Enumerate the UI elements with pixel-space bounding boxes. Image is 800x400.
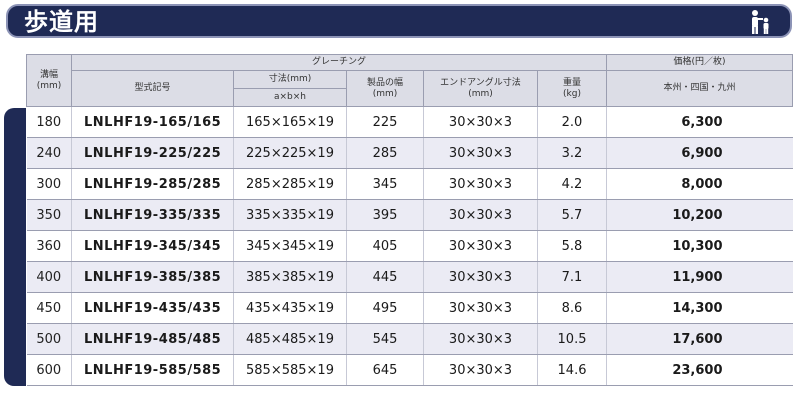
cell-product-width: 345 (346, 168, 424, 200)
cell-width: 240 (26, 137, 72, 169)
cell-weight: 10.5 (536, 323, 607, 355)
cell-weight: 14.6 (536, 354, 607, 386)
price-table: 溝幅 (mm) グレーチング 価格(円／枚) 型式記号 寸法(mm) 製品の幅 … (26, 54, 794, 386)
cell-width: 450 (26, 292, 72, 324)
pedestrian-icon (752, 10, 769, 34)
side-accent-bar (4, 108, 26, 386)
table-row: 600 LNLHF19-585/585 585×585×19 645 30×30×3 14… (26, 354, 793, 386)
table-row: 360 LNLHF19-345/345 345×345×19 405 30×30×3 5.… (26, 230, 793, 262)
cell-price: 10,300 (606, 230, 793, 262)
cell-dimension: 165×165×19 (233, 106, 347, 138)
cell-end-angle: 30×30×3 (423, 106, 538, 138)
cell-model: LNLHF19-485/485 (71, 323, 234, 355)
cell-model: LNLHF19-385/385 (71, 261, 234, 293)
cell-weight: 2.0 (536, 106, 607, 138)
cell-dimension: 385×385×19 (233, 261, 347, 293)
cell-model: LNLHF19-225/225 (71, 137, 234, 169)
cell-price: 8,000 (606, 168, 793, 200)
header-dimension-sub: a×b×h (233, 88, 347, 107)
cell-model: LNLHF19-435/435 (71, 292, 234, 324)
cell-weight: 5.7 (536, 199, 607, 231)
cell-end-angle: 30×30×3 (423, 230, 538, 262)
header-width: 溝幅 (mm) (26, 54, 72, 107)
header-price: 価格(円／枚) (606, 54, 794, 71)
cell-model: LNLHF19-165/165 (71, 106, 234, 138)
cell-model: LNLHF19-585/585 (71, 354, 234, 386)
header-product-width: 製品の幅 (mm) (346, 70, 424, 107)
cell-product-width: 545 (346, 323, 424, 355)
cell-price: 17,600 (606, 323, 793, 355)
header-region: 本州・四国・九州 (606, 70, 794, 107)
table-row: 350 LNLHF19-335/335 335×335×19 395 30×30×3 5.… (26, 199, 793, 231)
cell-end-angle: 30×30×3 (423, 354, 538, 386)
cell-weight: 5.8 (536, 230, 607, 262)
table-row: 180 LNLHF19-165/165 165×165×19 225 30×30×3 2.… (26, 106, 793, 138)
cell-width: 400 (26, 261, 72, 293)
cell-price: 6,300 (606, 106, 793, 138)
cell-end-angle: 30×30×3 (423, 168, 538, 200)
cell-dimension: 435×435×19 (233, 292, 347, 324)
cell-width: 600 (26, 354, 72, 386)
cell-width: 180 (26, 106, 72, 138)
cell-model: LNLHF19-345/345 (71, 230, 234, 262)
cell-end-angle: 30×30×3 (423, 261, 538, 293)
cell-dimension: 225×225×19 (233, 137, 347, 169)
table-row: 300 LNLHF19-285/285 285×285×19 345 30×30×3 4.… (26, 168, 793, 200)
cell-product-width: 445 (346, 261, 424, 293)
cell-product-width: 405 (346, 230, 424, 262)
cell-weight: 3.2 (536, 137, 607, 169)
cell-price: 23,600 (606, 354, 793, 386)
header-model: 型式記号 (71, 70, 234, 107)
section-title: 歩道用 (24, 8, 99, 36)
cell-end-angle: 30×30×3 (423, 137, 538, 169)
cell-width: 500 (26, 323, 72, 355)
header-weight: 重量 (kg) (536, 70, 608, 107)
cell-price: 10,200 (606, 199, 793, 231)
table-row: 400 LNLHF19-385/385 385×385×19 445 30×30×3 7.… (26, 261, 793, 293)
section-banner: 歩道用 (6, 4, 792, 38)
header-dimension: 寸法(mm) (233, 70, 347, 89)
cell-dimension: 335×335×19 (233, 199, 347, 231)
cell-product-width: 495 (346, 292, 424, 324)
cell-weight: 7.1 (536, 261, 607, 293)
cell-weight: 4.2 (536, 168, 607, 200)
header-grating: グレーチング (70, 54, 608, 71)
cell-end-angle: 30×30×3 (423, 323, 538, 355)
cell-model: LNLHF19-285/285 (71, 168, 234, 200)
cell-product-width: 285 (346, 137, 424, 169)
cell-width: 350 (26, 199, 72, 231)
cell-price: 6,900 (606, 137, 793, 169)
cell-weight: 8.6 (536, 292, 607, 324)
cell-end-angle: 30×30×3 (423, 292, 538, 324)
cell-width: 360 (26, 230, 72, 262)
cell-product-width: 645 (346, 354, 424, 386)
cell-product-width: 225 (346, 106, 424, 138)
table-row: 450 LNLHF19-435/435 435×435×19 495 30×30×3 8.… (26, 292, 793, 324)
cell-dimension: 585×585×19 (233, 354, 347, 386)
header-end-angle: エンドアングル寸法 (mm) (423, 70, 538, 107)
cell-product-width: 395 (346, 199, 424, 231)
cell-model: LNLHF19-335/335 (71, 199, 234, 231)
cell-dimension: 285×285×19 (233, 168, 347, 200)
cell-dimension: 485×485×19 (233, 323, 347, 355)
table-row: 500 LNLHF19-485/485 485×485×19 545 30×30×3 10… (26, 323, 793, 355)
cell-end-angle: 30×30×3 (423, 199, 538, 231)
cell-price: 14,300 (606, 292, 793, 324)
cell-width: 300 (26, 168, 72, 200)
table-row: 240 LNLHF19-225/225 225×225×19 285 30×30×3 3.… (26, 137, 793, 169)
cell-dimension: 345×345×19 (233, 230, 347, 262)
cell-price: 11,900 (606, 261, 793, 293)
